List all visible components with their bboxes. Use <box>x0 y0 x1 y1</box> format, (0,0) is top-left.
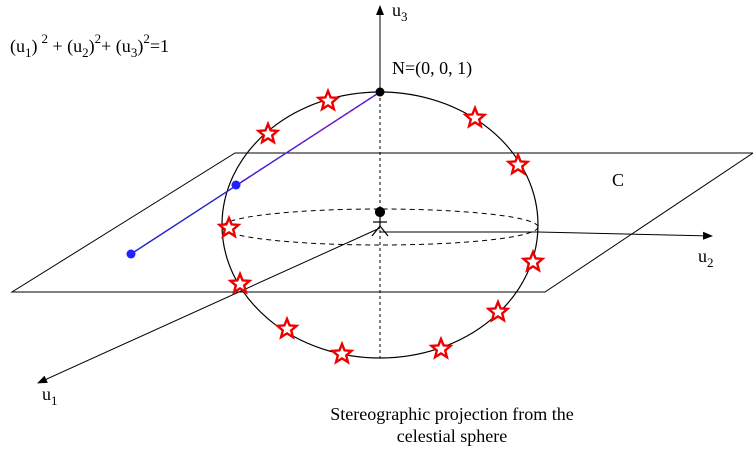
eq-part: + (u <box>101 36 131 57</box>
projection-ray <box>235 91 381 186</box>
equation: (u1) 2 + (u2)2+ (u3)2=1 <box>10 31 169 60</box>
label-sub: 1 <box>51 393 58 408</box>
label-sub: 2 <box>707 255 714 270</box>
caption-line: Stereographic projection from the <box>330 404 573 424</box>
u1-axis <box>37 227 381 384</box>
eq-part: ) <box>32 36 38 57</box>
label-base: u <box>698 246 707 266</box>
label-base: u <box>42 384 51 404</box>
eq-part: ) <box>137 36 143 57</box>
north-label: N=(0, 0, 1) <box>392 58 472 79</box>
plane-point <box>126 249 136 259</box>
observer <box>371 206 389 237</box>
sphere-point <box>231 180 241 190</box>
plane-label: C <box>612 170 624 190</box>
eq-part: (u <box>10 36 25 57</box>
north-pole <box>375 87 385 97</box>
eq-part: =1 <box>150 36 169 56</box>
u1-label: u1 <box>42 384 58 408</box>
caption-line: celestial sphere <box>397 426 507 446</box>
u2-label: u2 <box>698 246 714 270</box>
label-base: u <box>392 0 401 20</box>
eq-sub: 1 <box>25 45 32 60</box>
u3-label: u3 <box>392 0 408 24</box>
eq-sub: 2 <box>82 45 89 60</box>
eq-sup: 2 <box>95 31 102 46</box>
equator <box>221 208 539 246</box>
u2-axis <box>537 231 713 240</box>
eq-part: + (u <box>48 36 82 57</box>
eq-sup: 2 <box>143 31 150 46</box>
label-sub: 3 <box>401 9 408 24</box>
eq-part: ) <box>89 36 95 57</box>
plane <box>10 152 753 293</box>
eq-sup: 2 <box>42 31 49 46</box>
eq-sub: 3 <box>131 45 138 60</box>
